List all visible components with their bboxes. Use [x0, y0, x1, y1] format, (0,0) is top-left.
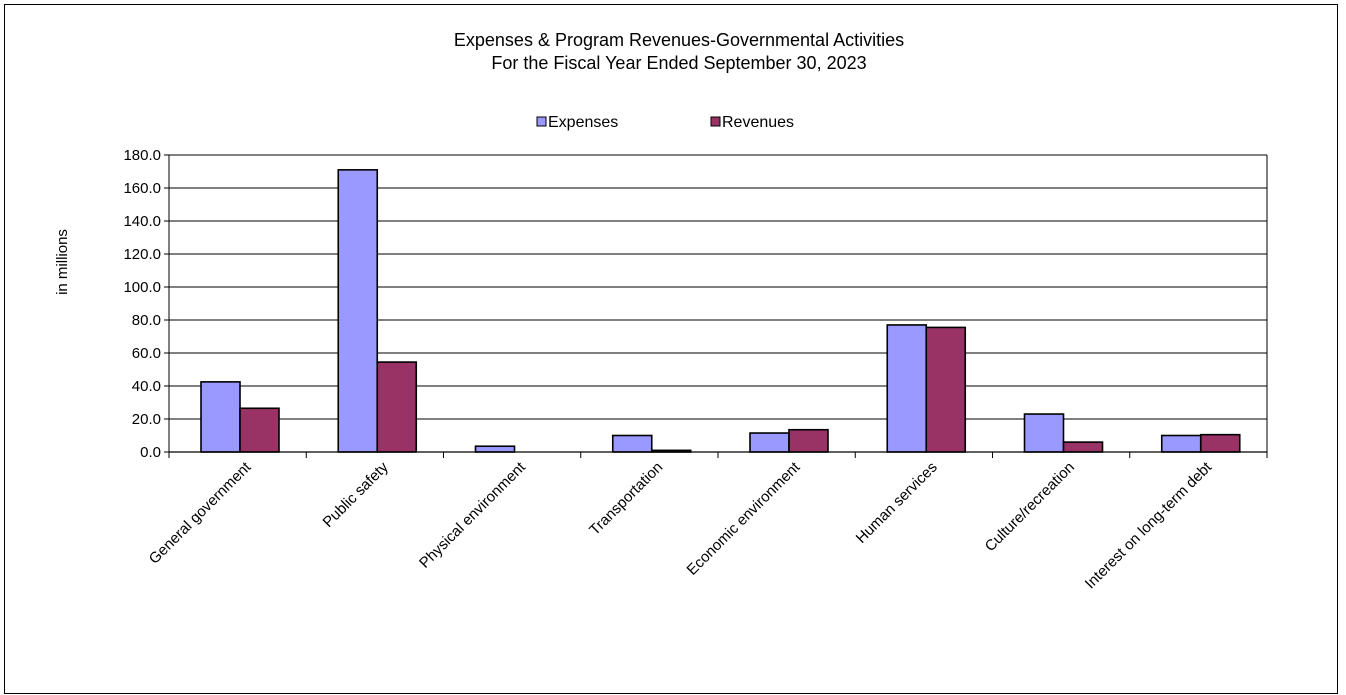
- bar-expenses: [886, 324, 928, 453]
- chart-legend: Expenses Revenues: [536, 114, 794, 131]
- x-category-label: Human services: [853, 459, 941, 547]
- x-category-label: Transportation: [586, 459, 666, 539]
- x-category-label: Culture/recreation: [982, 459, 1078, 555]
- legend-label-expenses: Expenses: [548, 114, 618, 131]
- chart-title-line2: For the Fiscal Year Ended September 30, …: [491, 53, 866, 73]
- bar-chart: Expenses & Program Revenues-Governmental…: [54, 30, 1268, 592]
- bar-expenses: [1023, 413, 1065, 453]
- bar-revenues: [376, 361, 418, 453]
- y-tick-label: 60.0: [132, 345, 161, 362]
- y-axis-label: in millions: [54, 229, 71, 295]
- legend-swatch-revenues: [710, 116, 721, 127]
- y-tick-label: 120.0: [123, 246, 161, 263]
- y-tick-label: 0.0: [140, 444, 161, 461]
- x-category-label: Public safety: [320, 458, 393, 531]
- bar-expenses: [1160, 434, 1202, 453]
- y-tick-label: 40.0: [132, 378, 161, 395]
- y-tick-label: 160.0: [123, 180, 161, 197]
- legend-label-revenues: Revenues: [722, 114, 794, 131]
- y-tick-label: 180.0: [123, 147, 161, 164]
- bar-expenses: [337, 169, 379, 453]
- bar-revenues: [788, 428, 829, 453]
- x-category-label: General government: [146, 458, 255, 567]
- bar-revenues: [239, 407, 280, 453]
- x-category-label: Interest on long-term debt: [1082, 458, 1216, 592]
- y-tick-label: 20.0: [132, 411, 161, 428]
- x-category-label: Physical environment: [416, 458, 529, 571]
- bar-revenues: [1062, 441, 1104, 453]
- chart-title-line1: Expenses & Program Revenues-Governmental…: [454, 30, 904, 50]
- plot-area: 0.0 20.0 40.0 60.0 80.0 100.0 120.0 140.0 160.0 1…: [123, 147, 1268, 592]
- bar-expenses: [200, 381, 241, 453]
- y-tick-label: 140.0: [123, 213, 161, 230]
- x-category-label: Economic environment: [684, 458, 804, 578]
- bar-revenues: [925, 326, 967, 453]
- y-tick-label: 100.0: [123, 279, 161, 296]
- bar-revenues: [1199, 433, 1241, 453]
- bar-expenses: [749, 432, 790, 453]
- y-tick-label: 80.0: [132, 312, 161, 329]
- bar-expenses: [611, 434, 653, 453]
- legend-swatch-expenses: [536, 116, 547, 127]
- chart-frame: Expenses & Program Revenues-Governmental…: [4, 4, 1338, 694]
- bar-expenses: [474, 445, 516, 453]
